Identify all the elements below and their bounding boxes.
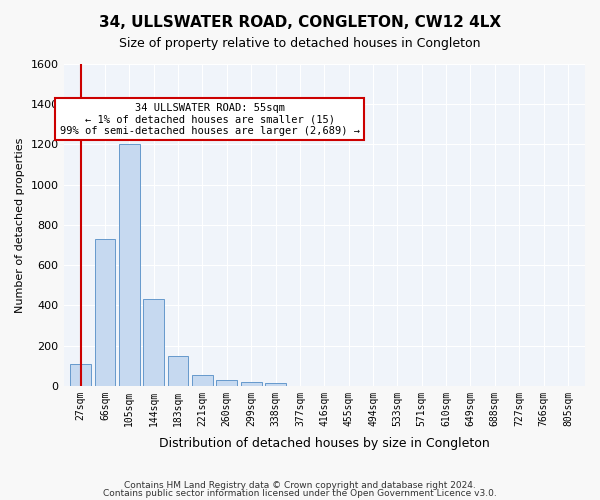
Bar <box>241 382 262 386</box>
Bar <box>143 300 164 386</box>
Y-axis label: Number of detached properties: Number of detached properties <box>15 137 25 312</box>
X-axis label: Distribution of detached houses by size in Congleton: Distribution of detached houses by size … <box>159 437 490 450</box>
Bar <box>95 239 115 386</box>
Text: 34 ULLSWATER ROAD: 55sqm
← 1% of detached houses are smaller (15)
99% of semi-de: 34 ULLSWATER ROAD: 55sqm ← 1% of detache… <box>59 102 359 136</box>
Text: 34, ULLSWATER ROAD, CONGLETON, CW12 4LX: 34, ULLSWATER ROAD, CONGLETON, CW12 4LX <box>99 15 501 30</box>
Bar <box>217 380 237 386</box>
Text: Size of property relative to detached houses in Congleton: Size of property relative to detached ho… <box>119 38 481 51</box>
Text: Contains public sector information licensed under the Open Government Licence v3: Contains public sector information licen… <box>103 488 497 498</box>
Bar <box>192 374 213 386</box>
Bar <box>70 364 91 386</box>
Bar <box>265 383 286 386</box>
Bar <box>119 144 140 386</box>
Text: Contains HM Land Registry data © Crown copyright and database right 2024.: Contains HM Land Registry data © Crown c… <box>124 481 476 490</box>
Bar <box>168 356 188 386</box>
